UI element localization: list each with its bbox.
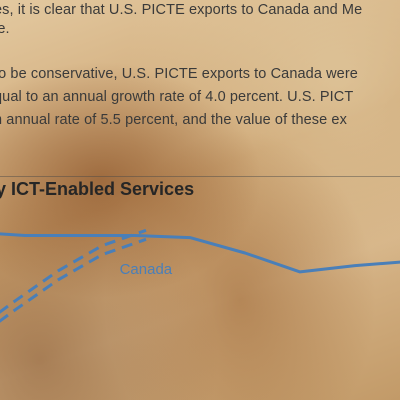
series-line-und-2 [0,237,147,323]
chart-title: y ICT-Enabled Services [0,179,195,199]
body-text-line: to be conservative, U.S. PICTE exports t… [0,66,358,82]
body-text-line: n annual rate of 5.5 percent, and the va… [0,112,347,128]
series-line-canada [0,232,400,274]
series-label-canada: Canada [120,261,173,278]
section-divider [0,176,400,177]
series-line-und-1 [0,228,147,314]
body-text-line: le. [0,21,10,37]
body-text-line: es, it is clear that U.S. PICTE exports … [0,2,363,18]
body-text-line: qual to an annual growth rate of 4.0 per… [0,89,354,105]
